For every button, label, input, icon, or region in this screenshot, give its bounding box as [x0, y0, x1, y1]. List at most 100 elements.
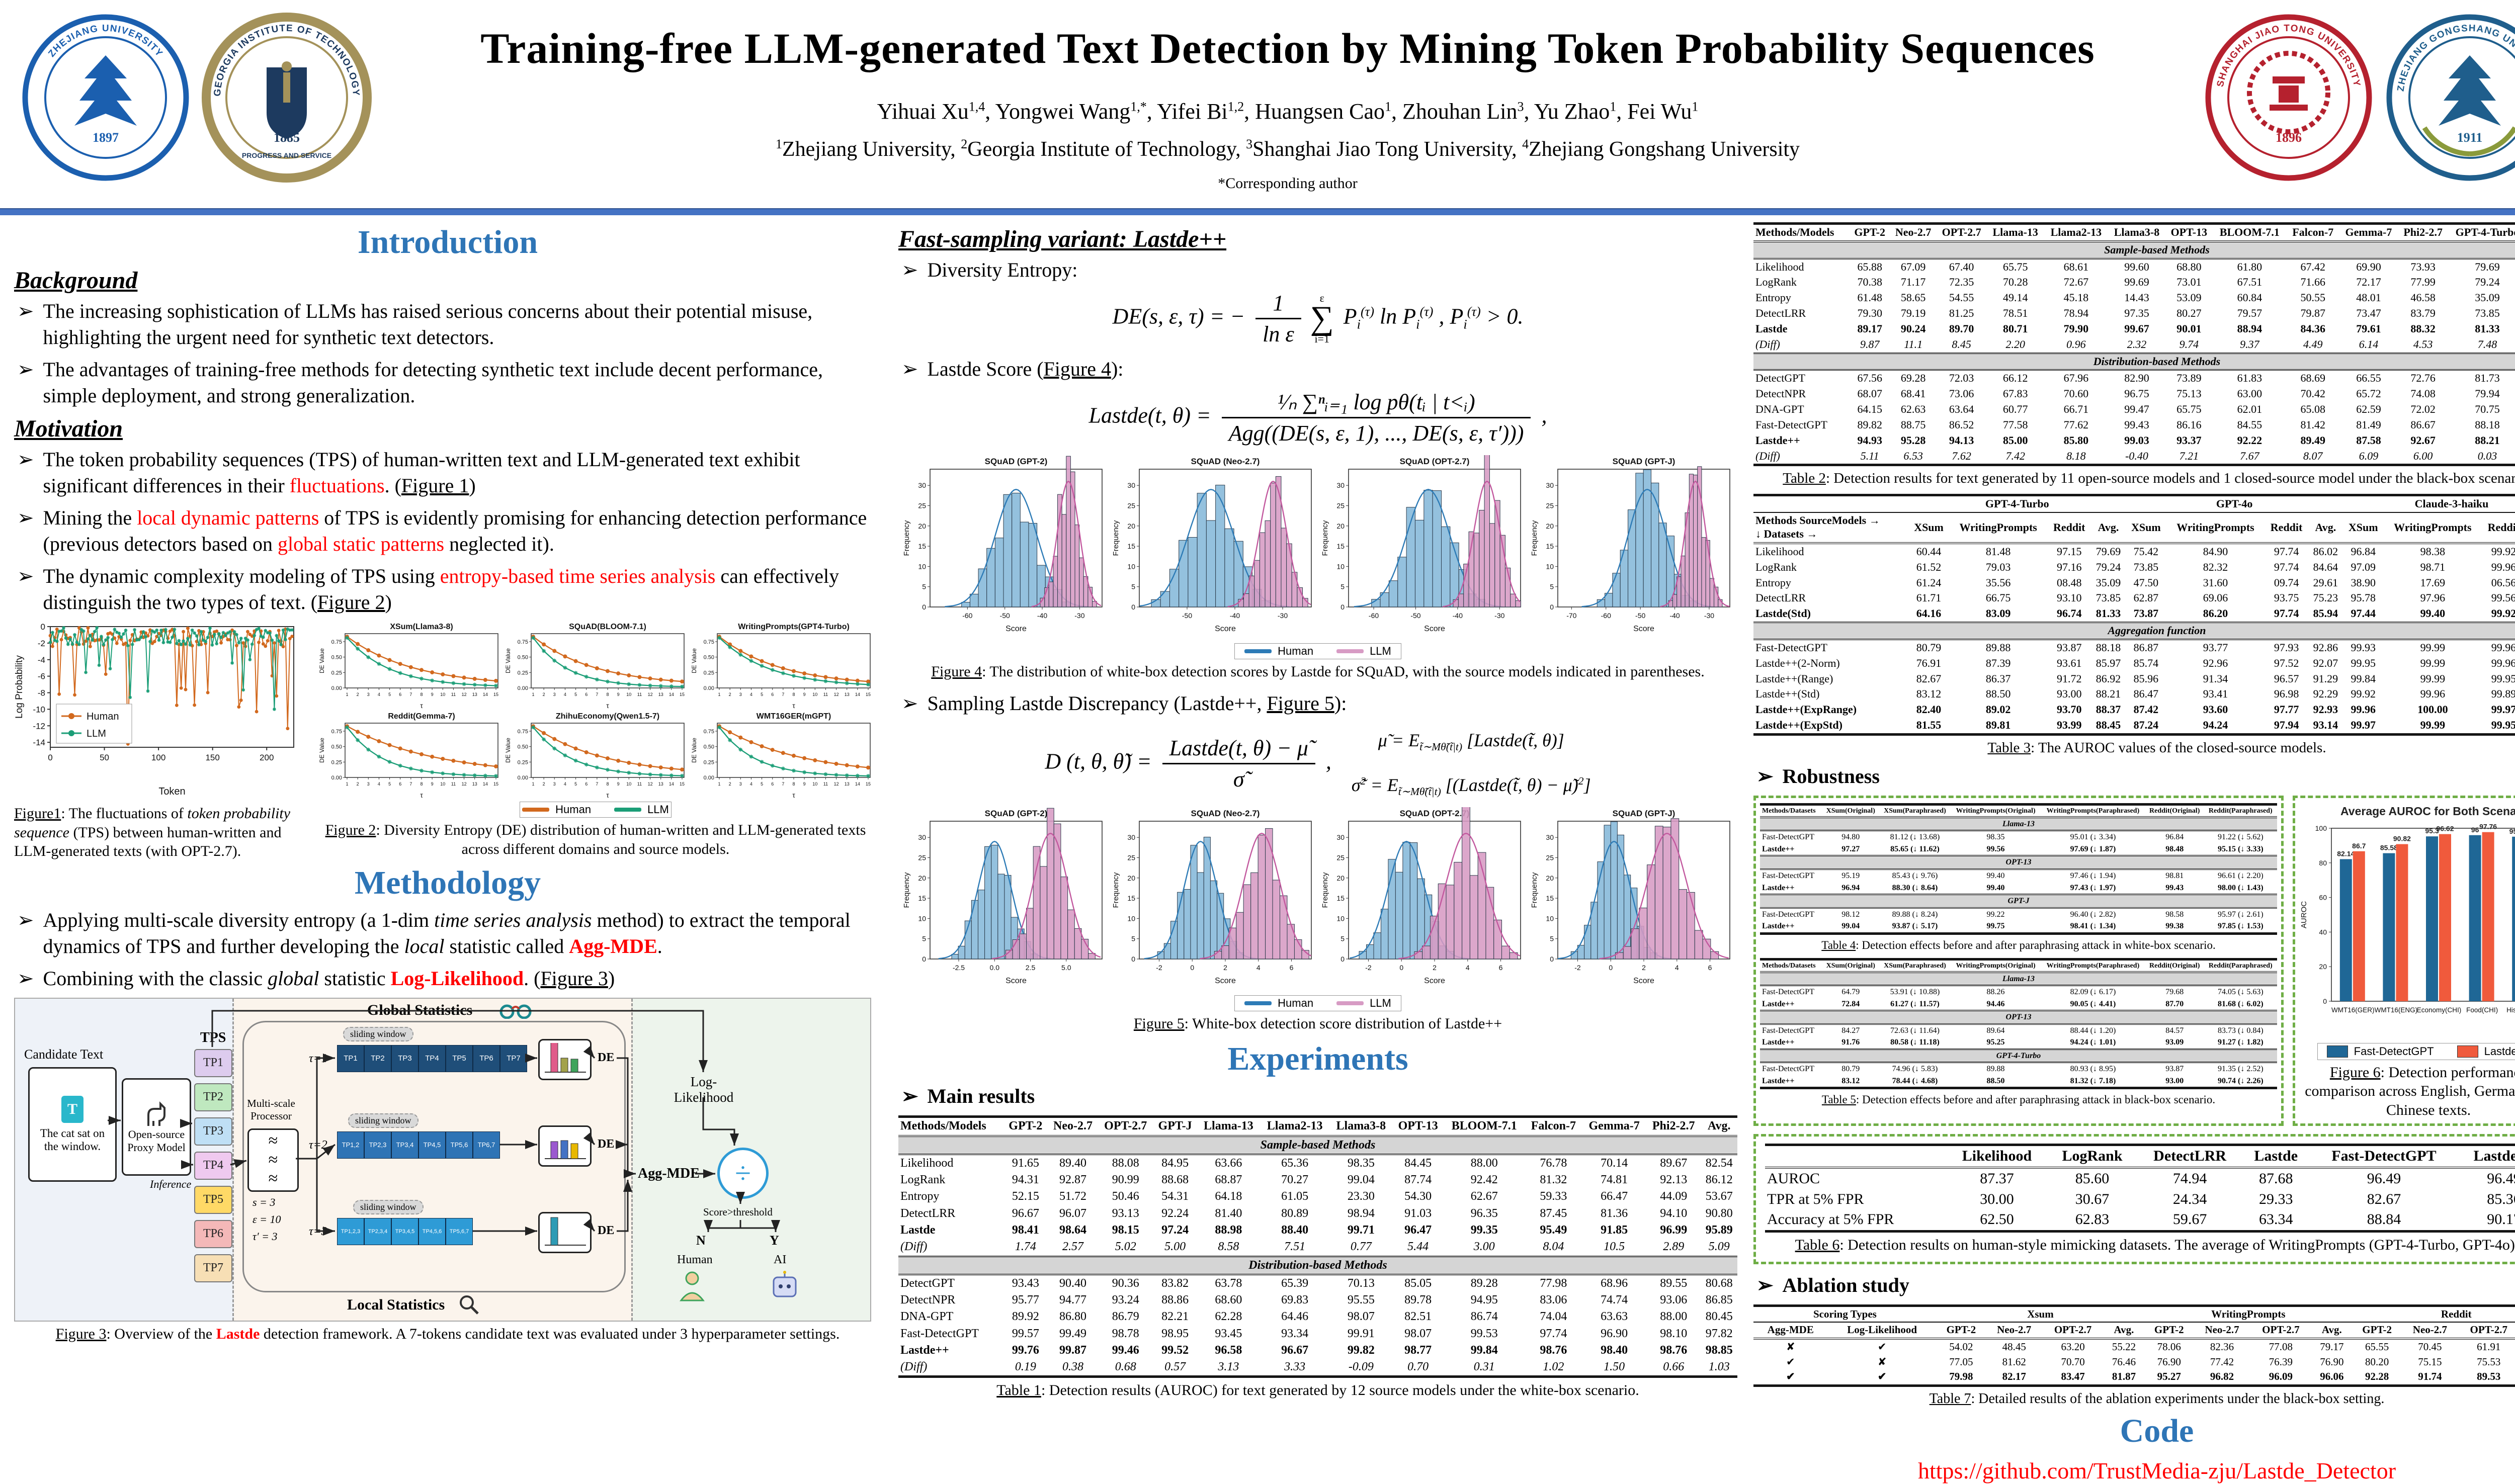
svg-text:8: 8 [420, 781, 423, 787]
svg-text:10: 10 [1546, 562, 1554, 570]
svg-text:WritingPrompts(GPT4-Turbo): WritingPrompts(GPT4-Turbo) [738, 623, 850, 631]
svg-text:0.50: 0.50 [704, 655, 714, 661]
svg-text:95.3: 95.3 [2425, 827, 2439, 835]
svg-text:14: 14 [669, 781, 674, 787]
candidate-doc-box: T The cat sat on the window. [28, 1067, 117, 1182]
table-row: Fast-DetectGPT 64.79 53.91 (↓ 10.88) 88.26 8… [1762, 988, 2264, 997]
svg-text:11: 11 [451, 781, 456, 787]
svg-text:10: 10 [626, 692, 631, 697]
score-threshold-label: Score>threshold [703, 1205, 773, 1218]
svg-text:90.82: 90.82 [2393, 834, 2411, 842]
table-row: Lastde++(Range) 82.67 86.37 91.72 86.92 85.96… [1755, 672, 2515, 685]
svg-text:0.50: 0.50 [518, 655, 528, 661]
figure2-panel: SQuAD(BLOOM-7.1)0.000.250.500.751 2 3 4 5 6 7 8… [505, 623, 685, 710]
table-row: Fast-DetectGPT 80.79 89.88 93.87 88.18 86.87 9… [1755, 641, 2515, 654]
figure3-diagram: Global Statistics Local Statistics Candida… [14, 997, 871, 1322]
data-table: Methods/Datasets XSum(Original) XSum(Parap… [1760, 957, 2277, 1090]
svg-text:4: 4 [750, 781, 752, 787]
svg-text:DE Value: DE Value [505, 648, 512, 673]
branch-n-label: N [696, 1233, 706, 1248]
svg-text:2: 2 [1642, 964, 1646, 972]
table6-box: Likelihood LogRank DetectLRR Lastde Fast-Det… [1753, 1134, 2515, 1264]
table-row: (Diff) 0.19 0.38 0.68 0.57 3.13 3.33 -0.09 0.70 0… [900, 1360, 1730, 1374]
table-row: DetectNPR 68.07 68.41 73.06 67.83 70.60 96.75 7… [1755, 387, 2500, 400]
strip-cell: TP6 [473, 1044, 500, 1072]
histogram-panel: SQuAD (OPT-2.7) 0 5 10 15 20 25 30 -2 0 2 4 6 Score Fr… [1321, 807, 1521, 985]
svg-text:DE Value: DE Value [691, 738, 698, 763]
figure2-wrap: XSum(Llama3-8) 0.00 0.25 0.50 0.75 1 2 3 4 5 6 7 8 9 1… [314, 622, 877, 861]
svg-text:0: 0 [41, 622, 45, 632]
svg-text:8: 8 [420, 692, 423, 697]
svg-text:Frequency: Frequency [1112, 520, 1120, 556]
svg-text:4: 4 [378, 692, 380, 697]
svg-text:15: 15 [918, 894, 926, 902]
svg-text:100: 100 [151, 753, 165, 762]
svg-text:3: 3 [553, 781, 556, 787]
tps-token-5: TP5 [194, 1185, 232, 1214]
svg-text:5: 5 [1131, 935, 1135, 943]
svg-text:14: 14 [483, 692, 488, 697]
svg-text:20: 20 [1127, 522, 1135, 530]
svg-text:9: 9 [617, 781, 620, 787]
strip-cell: TP3,4,5 [391, 1217, 418, 1245]
svg-text:Food(CHI): Food(CHI) [2466, 1006, 2498, 1014]
svg-text:Average AUROC for Both Scenari: Average AUROC for Both Scenarios [2340, 805, 2515, 818]
svg-text:SQuAD (OPT-2.7): SQuAD (OPT-2.7) [1400, 809, 1470, 818]
svg-text:10: 10 [812, 692, 817, 697]
svg-text:4: 4 [1466, 964, 1470, 972]
middle-column: Fast-sampling variant: Lastde++ ➢ Diversi… [898, 222, 1737, 1400]
svg-text:0: 0 [1131, 603, 1135, 611]
svg-text:-10: -10 [33, 705, 45, 714]
figure2-panel: XSum(Llama3-8)0.000.250.500.751 2 3 4 5 6 7 8 9 1… [318, 623, 498, 710]
svg-text:0.75: 0.75 [704, 639, 714, 645]
svg-text:3: 3 [739, 692, 742, 697]
sliding-window-label: sliding window [353, 1199, 424, 1214]
strip-cell: TP2,3 [364, 1131, 391, 1159]
svg-text:13: 13 [845, 781, 850, 787]
svg-text:15: 15 [680, 781, 685, 787]
bullet-item: ➢ Applying multi-scale diversity entropy … [17, 908, 851, 957]
svg-text:9: 9 [617, 692, 620, 697]
processor-label: Multi-scale Processor [247, 1097, 295, 1122]
svg-text:7: 7 [409, 692, 412, 697]
svg-text:4: 4 [750, 692, 752, 697]
tau-label-2: τ=2 [309, 1138, 327, 1152]
bullet-item: ➢ The increasing sophistication of LLMs h… [17, 300, 813, 348]
figure1-chart: 0 -2 -4 -6 -8 -10 -12 -14 0 50 100 150 200 Token Log P… [14, 622, 306, 801]
authors-line: Yihuai Xu1,4, Yongwei Wang1,*, Yifei Bi1… [877, 99, 1699, 124]
table-row: LogRank 61.52 79.03 97.16 79.24 73.85 82.32 97.… [1755, 560, 2515, 573]
svg-text:80: 80 [2319, 859, 2327, 867]
sigma-formula: σ̃2 = Et̃∼Mθ̃(t̃|t) [(Lastde(t̃, θ) − μ̃… [1351, 774, 1591, 798]
svg-text:30: 30 [1127, 833, 1135, 841]
strip-cell: TP4,5,6 [418, 1217, 446, 1245]
svg-text:DE Value: DE Value [318, 738, 325, 763]
poster-title: Training-free LLM-generated Text Detecti… [480, 24, 2095, 72]
svg-text:WMT16GER(mGPT): WMT16GER(mGPT) [757, 712, 831, 721]
table2-host: Methods/Models GPT-2 Neo-2.7 OPT-2.7 Llama-1… [1753, 222, 2515, 487]
lastde-plus-plus-formulas: D (t, θ, θ̃) = Lastde(t, θ) − μ̃ σ̃ , μ̃ … [898, 723, 1737, 807]
svg-text:DE Value: DE Value [691, 648, 698, 673]
candidate-text-label: Candidate Text [24, 1046, 104, 1062]
svg-text:Frequency: Frequency [1530, 872, 1539, 908]
mu-formula: μ̃ = Et̃∼Mθ̃(t̃|t) [Lastde(t̃, θ)] [1378, 730, 1564, 753]
svg-text:14: 14 [483, 781, 488, 787]
hyperparam-2: ε = 10 [253, 1212, 281, 1226]
svg-text:-30: -30 [1704, 612, 1714, 620]
methodology-heading: Methodology [354, 864, 541, 901]
svg-text:0.00: 0.00 [704, 775, 714, 781]
svg-text:15: 15 [1127, 894, 1135, 902]
svg-text:τ: τ [606, 791, 609, 799]
table-row: DetectGPT 67.56 69.28 72.03 66.12 67.96 82.90 7… [1755, 372, 2500, 385]
magnifier-icon [460, 1295, 479, 1315]
svg-text:10: 10 [440, 692, 445, 697]
robot-icon [773, 1270, 797, 1297]
figure2-panel: ZhihuEconomy(Qwen1.5-7) 0.00 0.25 0.50 0.75 1… [505, 712, 685, 799]
svg-text:Reddit(Gemma-7): Reddit(Gemma-7) [388, 712, 455, 721]
methodology-bullets: ➢ Applying multi-scale diversity entropy … [14, 907, 881, 992]
poster-header: ZHEJIANG UNIVERSITY 1897 GEORGIA INSTITUT… [0, 0, 2515, 217]
figure6-chart: Average AUROC for Both Scenarios 0 20 40 60 8… [2298, 802, 2515, 1060]
bullet-item: ➢ The advantages of training-free methods… [17, 358, 823, 407]
ai-label: AI [774, 1253, 787, 1266]
svg-text:Frequency: Frequency [902, 520, 911, 556]
github-repo-link[interactable]: https://github.com/TrustMedia-zju/Lastde… [1917, 1457, 2396, 1483]
